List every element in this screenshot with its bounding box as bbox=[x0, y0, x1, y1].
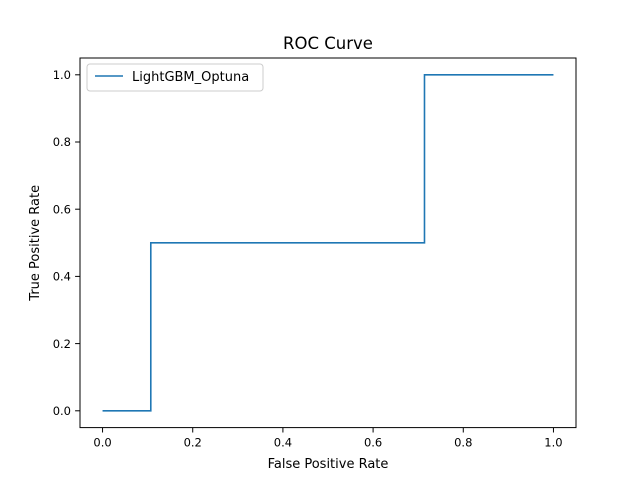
x-axis-label: False Positive Rate bbox=[268, 457, 389, 472]
x-tick-label: 0.2 bbox=[184, 436, 202, 450]
legend-label-lightgbm-optuna: LightGBM_Optuna bbox=[132, 70, 249, 85]
series-line-lightgbm-optuna bbox=[102, 74, 554, 412]
y-tick-label: 1.0 bbox=[53, 68, 71, 82]
axes-frame bbox=[79, 57, 577, 429]
y-tick-label: 0.2 bbox=[53, 337, 71, 351]
y-axis-ticks: 0.0 0.2 0.4 0.6 0.8 1.0 bbox=[53, 68, 80, 418]
legend-box bbox=[86, 63, 264, 92]
x-axis-ticks: 0.0 0.2 0.4 0.6 0.8 1.0 bbox=[93, 427, 563, 450]
y-tick-label: 0.8 bbox=[53, 135, 71, 149]
x-tick-label: 0.6 bbox=[364, 436, 382, 450]
x-tick-label: 1.0 bbox=[544, 436, 562, 450]
x-tick-label: 0.4 bbox=[274, 436, 292, 450]
chart-title: ROC Curve bbox=[283, 34, 373, 53]
y-tick-label: 0.6 bbox=[53, 202, 71, 216]
legend: LightGBM_Optuna bbox=[86, 63, 264, 92]
x-tick-label: 0.8 bbox=[454, 436, 472, 450]
y-tick-label: 0.0 bbox=[53, 404, 71, 418]
y-tick-label: 0.4 bbox=[53, 270, 71, 284]
x-tick-label: 0.0 bbox=[93, 436, 111, 450]
plot-area bbox=[102, 74, 554, 412]
y-axis-label: True Positive Rate bbox=[28, 185, 43, 302]
